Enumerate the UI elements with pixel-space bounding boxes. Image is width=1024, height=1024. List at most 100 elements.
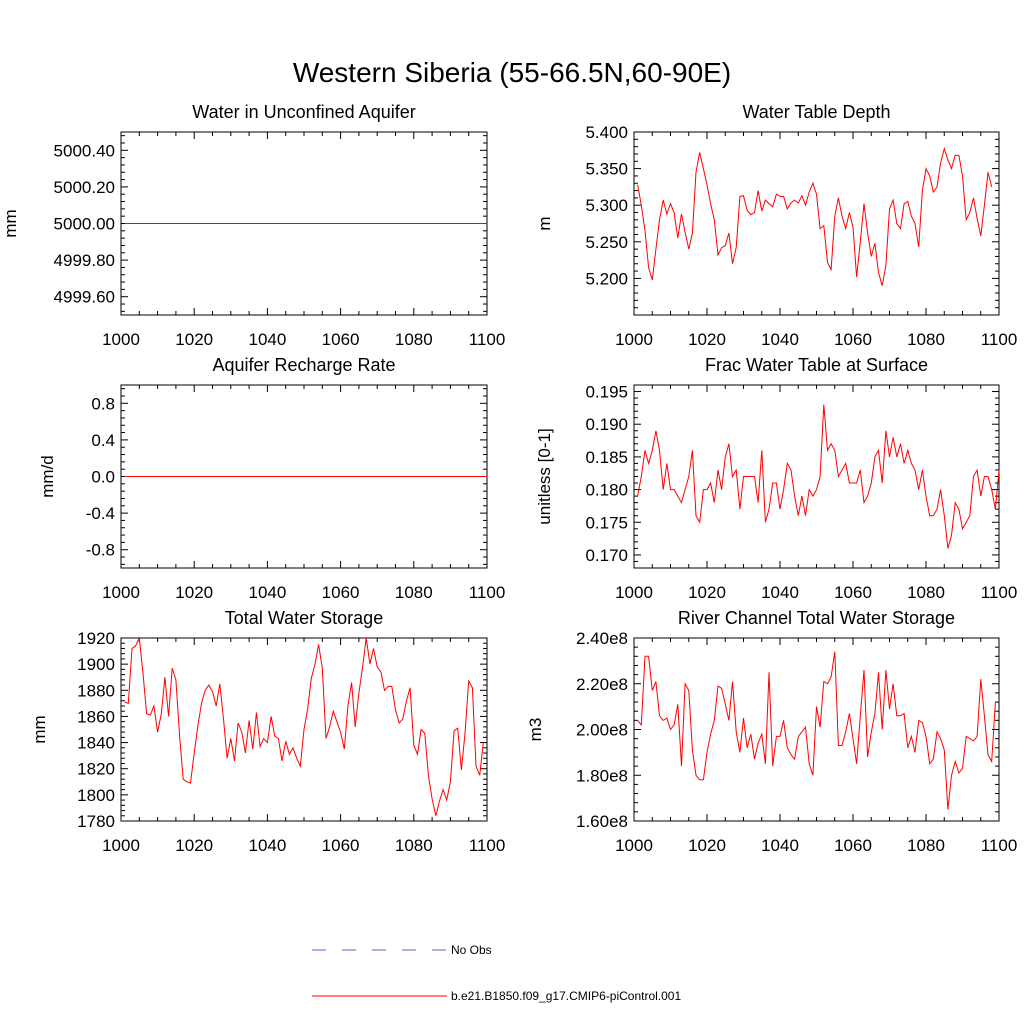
legend-label-model: b.e21.B1850.f09_g17.CMIP6-piControl.001 — [451, 989, 681, 1003]
y-tick-label: 2.40e8 — [576, 629, 628, 648]
x-tick-label: 1040 — [248, 583, 286, 602]
y-tick-label: 0.180 — [585, 481, 628, 500]
x-tick-label: 1020 — [688, 836, 726, 855]
x-tick-label: 1020 — [175, 583, 213, 602]
x-tick-label: 1060 — [322, 330, 360, 349]
x-tick-label: 1040 — [761, 330, 799, 349]
panel-title: Aquifer Recharge Rate — [212, 355, 395, 375]
y-tick-label: 0.170 — [585, 546, 628, 565]
series-line-1 — [124, 636, 484, 816]
y-tick-label: 5.400 — [585, 123, 628, 142]
series-line-1 — [637, 404, 1000, 549]
x-tick-label: 1060 — [834, 583, 872, 602]
plot-frame — [633, 637, 1000, 822]
y-tick-label: 0.0 — [91, 468, 115, 487]
chart-panel-5: Total Water Storage mm 1000 1020 1040 1060 108… — [30, 608, 505, 855]
panel-title: Water Table Depth — [742, 102, 890, 122]
panel-title: Total Water Storage — [225, 608, 383, 628]
chart-panel-3: Aquifer Recharge Rate mm/d 1000 1020 1040 106… — [38, 355, 505, 602]
x-tick-label: 1100 — [469, 836, 506, 855]
y-tick-label: 1.80e8 — [576, 766, 628, 785]
y-axis-label: m3 — [526, 718, 545, 742]
panel-title: River Channel Total Water Storage — [678, 608, 955, 628]
y-tick-label: 4999.60 — [54, 288, 115, 307]
x-tick-label: 1040 — [761, 836, 799, 855]
y-tick-label: -0.4 — [86, 504, 115, 523]
chart-panel-1: Water in Unconfined Aquifer mm 1000 1020 104… — [1, 102, 505, 349]
chart-panel-4: Frac Water Table at Surface unitless [0-1… — [535, 355, 1017, 602]
y-tick-label: 1.60e8 — [576, 812, 628, 831]
y-tick-label: 4999.80 — [54, 251, 115, 270]
y-tick-label: 5000.20 — [54, 178, 115, 197]
y-axis-label: unitless [0-1] — [535, 428, 554, 524]
x-tick-label: 1080 — [395, 330, 433, 349]
x-tick-label: 1000 — [102, 836, 140, 855]
y-tick-label: 0.185 — [585, 448, 628, 467]
plot-frame — [633, 131, 1000, 316]
panel-title: Frac Water Table at Surface — [705, 355, 928, 375]
y-tick-label: 5000.40 — [54, 141, 115, 160]
y-tick-label: 2.20e8 — [576, 675, 628, 694]
x-tick-label: 1020 — [175, 330, 213, 349]
x-tick-label: 1040 — [248, 330, 286, 349]
x-tick-label: 1080 — [907, 330, 945, 349]
y-axis-label: mm/d — [38, 455, 57, 498]
x-tick-label: 1080 — [907, 836, 945, 855]
x-tick-label: 1080 — [395, 836, 433, 855]
x-tick-label: 1040 — [248, 836, 286, 855]
y-tick-label: 1840 — [77, 734, 115, 753]
legend: No Obs b.e21.B1850.f09_g17.CMIP6-piContr… — [312, 943, 681, 1003]
x-tick-label: 1060 — [322, 583, 360, 602]
legend-label-no-obs: No Obs — [451, 943, 492, 957]
y-tick-label: 5.300 — [585, 196, 628, 215]
x-tick-label: 1000 — [102, 583, 140, 602]
y-tick-label: 1920 — [77, 629, 115, 648]
series-line-1 — [637, 651, 996, 810]
y-tick-label: 5.250 — [585, 233, 628, 252]
x-tick-label: 1000 — [615, 583, 653, 602]
x-tick-label: 1080 — [907, 583, 945, 602]
x-tick-label: 1100 — [981, 583, 1018, 602]
x-tick-label: 1060 — [322, 836, 360, 855]
x-tick-label: 1100 — [981, 330, 1018, 349]
x-tick-label: 1100 — [469, 583, 506, 602]
y-tick-label: 1860 — [77, 707, 115, 726]
y-tick-label: -0.8 — [86, 541, 115, 560]
panels-group: Water in Unconfined Aquifer mm 1000 1020 104… — [1, 102, 1017, 855]
x-tick-label: 1100 — [981, 836, 1018, 855]
y-tick-label: 1880 — [77, 681, 115, 700]
y-tick-label: 2.00e8 — [576, 721, 628, 740]
y-tick-label: 0.195 — [585, 383, 628, 402]
x-tick-label: 1000 — [102, 330, 140, 349]
x-tick-label: 1020 — [688, 330, 726, 349]
y-axis-label: m — [535, 216, 554, 230]
x-tick-label: 1020 — [175, 836, 213, 855]
x-tick-label: 1100 — [469, 330, 506, 349]
x-tick-label: 1020 — [688, 583, 726, 602]
y-tick-label: 1900 — [77, 655, 115, 674]
x-tick-label: 1000 — [615, 330, 653, 349]
chart-panel-6: River Channel Total Water Storage m3 1000 1… — [526, 608, 1017, 855]
y-tick-label: 0.175 — [585, 513, 628, 532]
panel-title: Water in Unconfined Aquifer — [192, 102, 415, 122]
y-tick-label: 1820 — [77, 760, 115, 779]
y-tick-label: 5000.00 — [54, 215, 115, 234]
x-tick-label: 1000 — [615, 836, 653, 855]
y-axis-label: mm — [1, 209, 20, 237]
figure-title: Western Siberia (55-66.5N,60-90E) — [293, 57, 731, 88]
y-tick-label: 0.4 — [91, 431, 115, 450]
y-tick-label: 1800 — [77, 786, 115, 805]
x-tick-label: 1060 — [834, 330, 872, 349]
series-line-1 — [637, 147, 993, 286]
chart-panel-2: Water Table Depth m 1000 1020 1040 1060 1080 11… — [535, 102, 1017, 349]
y-axis-label: mm — [30, 715, 49, 743]
y-tick-label: 1780 — [77, 812, 115, 831]
x-tick-label: 1040 — [761, 583, 799, 602]
y-tick-label: 5.200 — [585, 269, 628, 288]
y-tick-label: 5.350 — [585, 160, 628, 179]
x-tick-label: 1060 — [834, 836, 872, 855]
y-tick-label: 0.8 — [91, 394, 115, 413]
y-tick-label: 0.190 — [585, 415, 628, 434]
x-tick-label: 1080 — [395, 583, 433, 602]
